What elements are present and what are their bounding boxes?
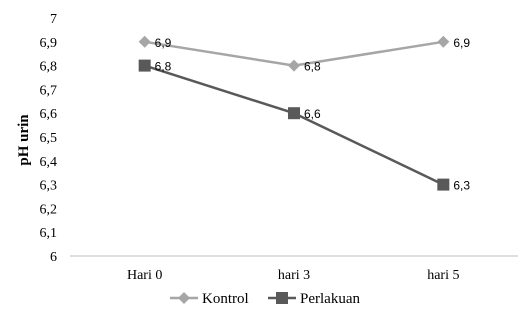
legend-label: Perlakuan [300, 291, 360, 307]
square-marker [288, 107, 300, 120]
square-marker [138, 59, 151, 72]
data-label: 6,3 [453, 179, 470, 193]
y-tick-label: 6,9 [40, 36, 58, 51]
data-label: 6,9 [155, 36, 172, 50]
y-tick-label: 6,7 [40, 83, 58, 98]
legend: Kontrol Perlakuan [170, 291, 360, 307]
diamond-marker [178, 292, 190, 304]
y-axis-title: pH urin [16, 114, 32, 166]
y-axis-ticks: 6 6,1 6,2 6,3 6,4 6,5 6,6 6,7 6,8 6,9 7 [40, 12, 58, 265]
y-tick-label: 6,3 [40, 179, 58, 194]
x-axis-ticks: Hari 0 hari 3 hari 5 [127, 268, 459, 283]
diamond-marker [437, 35, 450, 48]
diamond-marker [288, 59, 300, 72]
y-tick-label: 6,1 [40, 226, 58, 241]
x-tick-label: hari 3 [278, 268, 310, 283]
y-tick-label: 6 [50, 250, 57, 265]
data-label: 6,9 [453, 36, 470, 50]
y-tick-label: 6,8 [40, 60, 58, 75]
data-label: 6,8 [155, 60, 172, 74]
y-tick-label: 6,6 [40, 107, 58, 122]
series-line [144, 64, 444, 186]
x-tick-label: hari 5 [427, 268, 459, 283]
series-group: 6,9 6,8 6,9 6,8 6,6 6,3 [138, 35, 470, 193]
y-tick-label: 7 [50, 12, 57, 27]
y-tick-label: 6,4 [40, 155, 58, 170]
legend-entry: Kontrol [170, 291, 249, 307]
diamond-marker [138, 35, 151, 48]
y-tick-label: 6,2 [40, 202, 58, 217]
series-kontrol: 6,9 6,8 6,9 [138, 35, 470, 74]
data-label: 6,6 [304, 107, 321, 121]
data-label: 6,8 [304, 60, 321, 74]
square-marker [437, 178, 450, 191]
legend-label: Kontrol [202, 291, 249, 307]
legend-entry: Perlakuan [268, 291, 360, 307]
series-perlakuan: 6,8 6,6 6,3 [138, 59, 470, 193]
y-axis-label: pH urin [16, 114, 32, 166]
y-tick-label: 6,5 [40, 131, 58, 146]
x-tick-label: Hari 0 [127, 268, 162, 283]
square-marker [276, 292, 288, 304]
